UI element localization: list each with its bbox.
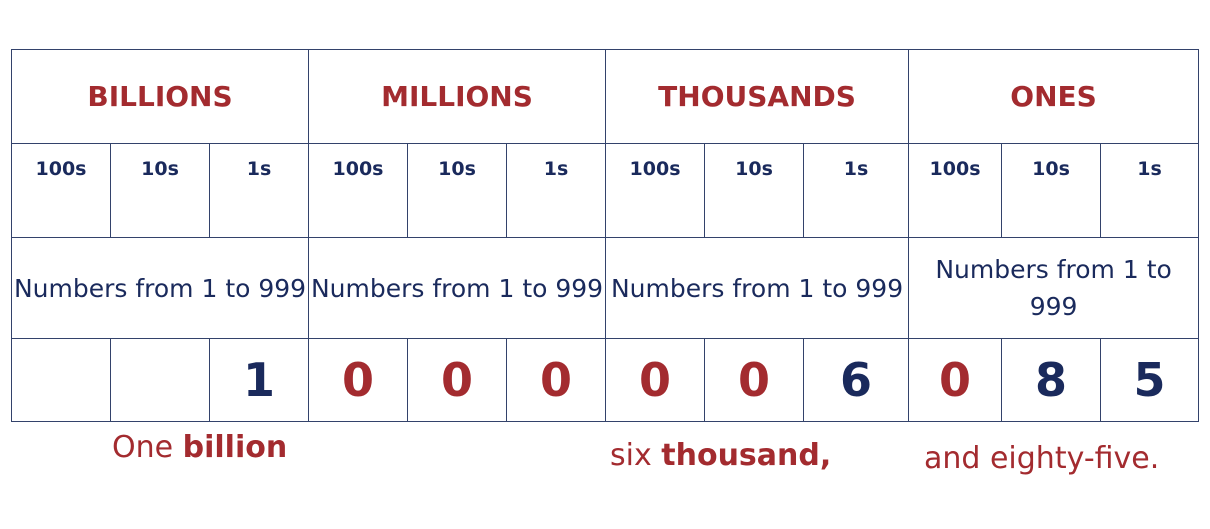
group-label: MILLIONS bbox=[381, 80, 533, 113]
word-thousand: six thousand, bbox=[610, 438, 831, 473]
description-text: Numbers from 1 to 999 bbox=[610, 273, 904, 303]
digit: 0 bbox=[639, 353, 672, 407]
description-row: Numbers from 1 to 999 Numbers from 1 to … bbox=[10, 237, 1200, 339]
word-thousand-bold: thousand, bbox=[661, 438, 832, 473]
word-billion-prefix: One bbox=[112, 430, 183, 465]
digit: 5 bbox=[1133, 353, 1166, 407]
group-header-row: BILLIONS MILLIONS THOUSANDS ONES bbox=[10, 49, 1200, 144]
digit-cell bbox=[11, 338, 111, 422]
digit: 0 bbox=[441, 353, 474, 407]
description-cell: Numbers from 1 to 999 bbox=[605, 237, 910, 339]
place-label: 10s bbox=[141, 158, 179, 180]
digit: 6 bbox=[840, 353, 873, 407]
group-label: THOUSANDS bbox=[658, 80, 856, 113]
digit: 0 bbox=[939, 353, 972, 407]
description-text: Numbers from 1 to 999 bbox=[13, 273, 307, 303]
description-text: Numbers from 1 to 999 bbox=[310, 273, 604, 303]
place-cell: 100s bbox=[11, 143, 111, 238]
digit: 8 bbox=[1035, 353, 1068, 407]
group-label: BILLIONS bbox=[87, 80, 233, 113]
place-label: 10s bbox=[1032, 158, 1070, 180]
digit-cell bbox=[110, 338, 210, 422]
digit-cell: 0 bbox=[407, 338, 508, 422]
description-cell: Numbers from 1 to 999 bbox=[908, 237, 1200, 339]
place-label: 1s bbox=[246, 158, 272, 180]
place-cell: 10s bbox=[110, 143, 210, 238]
place-label: 10s bbox=[438, 158, 476, 180]
place-label: 1s bbox=[1137, 158, 1162, 180]
word-ones-text: and eighty-five. bbox=[924, 441, 1160, 476]
place-cell: 100s bbox=[605, 143, 706, 238]
place-header-row: 100s 10s 1s 100s 10s 1s 100s 10s 1s 100s… bbox=[11, 143, 1200, 238]
digit: 0 bbox=[738, 353, 771, 407]
digit-cell: 8 bbox=[1001, 338, 1102, 422]
digit-cell: 0 bbox=[908, 338, 1003, 422]
place-label: 1s bbox=[843, 158, 869, 180]
place-label: 10s bbox=[735, 158, 773, 180]
digit-cell: 0 bbox=[704, 338, 805, 422]
digit: 0 bbox=[540, 353, 573, 407]
place-label: 100s bbox=[929, 158, 981, 180]
place-cell: 10s bbox=[407, 143, 508, 238]
digit-row: 1 0 0 0 0 0 6 0 8 5 bbox=[11, 338, 1200, 422]
place-label: 100s bbox=[332, 158, 384, 180]
place-cell: 10s bbox=[704, 143, 805, 238]
place-label: 100s bbox=[629, 158, 681, 180]
description-cell: Numbers from 1 to 999 bbox=[308, 237, 607, 339]
place-cell: 10s bbox=[1001, 143, 1102, 238]
digit-cell: 6 bbox=[803, 338, 910, 422]
place-cell: 100s bbox=[908, 143, 1003, 238]
digit-cell: 0 bbox=[605, 338, 706, 422]
digit-cell: 1 bbox=[208, 338, 310, 422]
digit: 1 bbox=[243, 353, 276, 407]
group-millions: MILLIONS bbox=[308, 49, 607, 144]
place-cell: 1s bbox=[803, 143, 910, 238]
word-billion-bold: billion bbox=[182, 430, 288, 465]
group-billions: BILLIONS bbox=[10, 49, 310, 144]
digit-cell: 5 bbox=[1100, 338, 1200, 422]
place-cell: 1s bbox=[208, 143, 310, 238]
group-ones: ONES bbox=[908, 49, 1200, 144]
description-text: Numbers from 1 to 999 bbox=[935, 255, 1172, 321]
digit-cell: 0 bbox=[506, 338, 607, 422]
description-cell: Numbers from 1 to 999 bbox=[10, 237, 310, 339]
place-cell: 1s bbox=[506, 143, 607, 238]
place-cell: 100s bbox=[308, 143, 409, 238]
place-cell: 1s bbox=[1100, 143, 1200, 238]
place-label: 100s bbox=[35, 158, 87, 180]
word-ones: and eighty-five. bbox=[924, 441, 1159, 476]
word-billion: One billion bbox=[112, 430, 287, 465]
group-label: ONES bbox=[1010, 80, 1097, 113]
word-thousand-prefix: six bbox=[610, 438, 662, 473]
group-thousands: THOUSANDS bbox=[605, 49, 910, 144]
place-label: 1s bbox=[543, 158, 569, 180]
digit: 0 bbox=[342, 353, 375, 407]
digit-cell: 0 bbox=[308, 338, 409, 422]
place-value-chart: BILLIONS MILLIONS THOUSANDS ONES 100s 10… bbox=[10, 49, 1200, 422]
